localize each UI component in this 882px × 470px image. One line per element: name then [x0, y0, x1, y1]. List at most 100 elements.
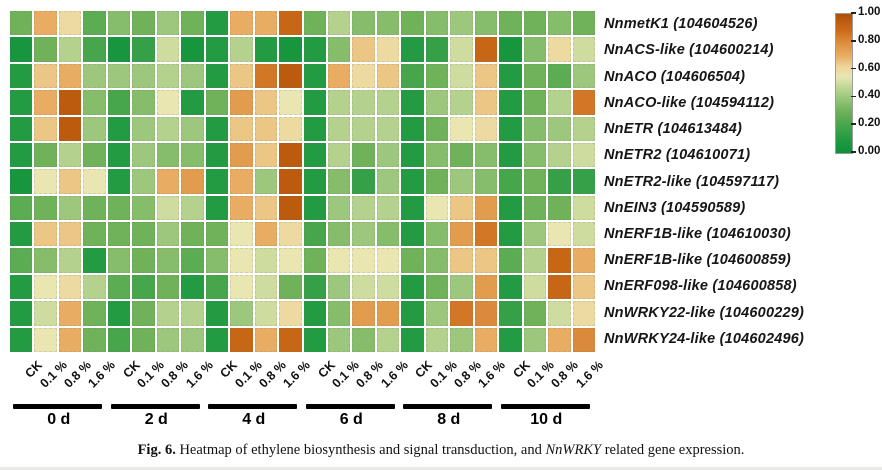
gene-label: NnERF1B-like (104600859)	[604, 252, 791, 269]
heatmap-cell	[279, 222, 302, 247]
heatmap-cell	[156, 63, 180, 89]
heatmap-cell	[10, 90, 33, 115]
heatmap-cell	[499, 274, 522, 300]
heatmap-cell	[34, 37, 57, 62]
heatmap-cell	[352, 11, 375, 36]
heatmap-cell	[230, 90, 253, 115]
heatmap-cell	[10, 327, 33, 352]
heatmap-cell	[327, 327, 351, 352]
caption-text-before: Heatmap of ethylene biosynthesis and sig…	[179, 442, 542, 458]
heatmap-cell	[499, 195, 522, 221]
heatmap-cell	[523, 274, 547, 300]
heatmap-cell	[83, 169, 106, 194]
heatmap-cell	[303, 327, 326, 352]
heatmap-cell	[450, 274, 473, 300]
time-group-bar	[13, 404, 102, 409]
heatmap-cell	[352, 327, 375, 352]
heatmap-cell	[474, 37, 498, 62]
heatmap-cell	[34, 248, 57, 273]
heatmap-cell	[523, 37, 547, 62]
heatmap-cell	[474, 169, 498, 194]
time-group-label: 10 d	[530, 411, 563, 428]
heatmap-cell	[279, 195, 302, 221]
heatmap-cell	[548, 90, 571, 115]
heatmap-cell	[523, 90, 547, 115]
treatment-label: 0.8 %	[548, 358, 582, 391]
colorbar-tick-label: 1.00	[858, 6, 881, 18]
heatmap-cell	[401, 301, 424, 326]
colorbar: 1.00 0.80 0.60 0.40 0.20 0.00	[835, 6, 882, 157]
gene-label: NnEIN3 (104590589)	[604, 199, 746, 216]
heatmap-cell	[107, 222, 131, 247]
heatmap-cell	[548, 142, 571, 168]
heatmap-cell	[230, 222, 253, 247]
heatmap-cell	[83, 301, 106, 326]
heatmap-cell	[83, 222, 106, 247]
time-group-bar	[110, 404, 200, 409]
heatmap-cell	[205, 195, 229, 221]
heatmap-cell	[230, 327, 253, 352]
heatmap-cell	[83, 327, 106, 352]
heatmap-cell	[279, 63, 302, 89]
heatmap-cell	[132, 195, 155, 221]
heatmap-cell	[107, 169, 131, 194]
heatmap-cell	[156, 169, 180, 194]
heatmap-cell	[303, 37, 326, 62]
time-group-bar	[208, 404, 297, 409]
heatmap-cell	[548, 116, 571, 141]
heatmap-cell	[303, 301, 326, 326]
heatmap-cell	[425, 142, 449, 168]
treatment-label: 1.6 %	[85, 358, 119, 391]
heatmap-cell	[132, 301, 155, 326]
heatmap-cell	[156, 195, 180, 221]
caption-text-after: related gene expression.	[604, 442, 745, 458]
heatmap-cell	[376, 301, 400, 326]
colorbar-tick-mark	[851, 40, 856, 42]
heatmap-cell	[83, 142, 106, 168]
heatmap-cell	[303, 195, 326, 221]
treatment-label: 0.1 %	[329, 358, 362, 391]
gene-label: NnWRKY24-like (104602496)	[604, 330, 805, 347]
heatmap-cell	[352, 169, 375, 194]
heatmap-cell	[327, 116, 351, 141]
colorbar-tick-mark	[851, 12, 856, 14]
heatmap-cell	[205, 274, 229, 300]
heatmap-cell	[83, 11, 106, 36]
heatmap-cell	[425, 116, 449, 141]
heatmap-cell	[572, 63, 595, 89]
heatmap-cell	[156, 37, 180, 62]
heatmap-cell	[132, 116, 155, 141]
heatmap-cell	[548, 248, 571, 273]
heatmap-cell	[254, 222, 278, 247]
heatmap-cell	[303, 142, 326, 168]
heatmap-cell	[523, 327, 547, 352]
treatment-label: 0.1 %	[36, 358, 70, 391]
gene-label: NnACO-like (104594112)	[604, 94, 775, 111]
heatmap-cell	[34, 11, 57, 36]
heatmap-cell	[474, 195, 498, 221]
heatmap-cell	[58, 274, 82, 300]
heatmap-cell	[58, 37, 82, 62]
heatmap-cell	[474, 116, 498, 141]
heatmap-cell	[107, 63, 131, 89]
treatment-labels: CK 0.1 % 0.8 % 1.6 % CK 0.1 % 0.8 % 1.6 % CK 0.1 …	[10, 353, 605, 403]
heatmap-cell	[34, 169, 57, 194]
heatmap-cell	[181, 301, 204, 326]
heatmap-cell	[230, 248, 253, 273]
heatmap-cell	[205, 90, 229, 115]
heatmap-cell	[279, 301, 302, 326]
heatmap-cell	[303, 274, 326, 300]
heatmap-cell	[401, 222, 424, 247]
heatmap-cell	[254, 169, 278, 194]
heatmap-cell	[499, 116, 522, 141]
heatmap-cell	[254, 248, 278, 273]
heatmap-cell	[10, 11, 33, 36]
heatmap-cell	[181, 274, 204, 300]
heatmap-cell	[107, 301, 131, 326]
heatmap-cell	[352, 63, 375, 89]
heatmap-cell	[450, 116, 473, 141]
treatment-label: 0.8 %	[451, 358, 484, 391]
heatmap-cell	[425, 301, 449, 326]
heatmap-cell	[279, 274, 302, 300]
heatmap-cell	[352, 301, 375, 326]
